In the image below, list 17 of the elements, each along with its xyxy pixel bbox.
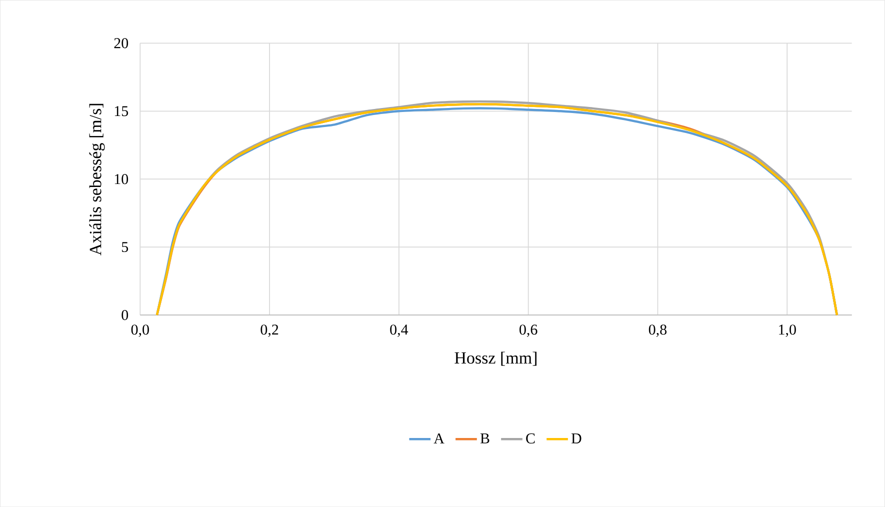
legend-label: C [526,433,535,444]
x-tick-label: 0,4 [390,324,408,337]
x-tick-label: 1,0 [779,324,796,337]
legend-label: A [434,433,444,444]
y-axis-title: Axiális sebesség [m/s] [89,104,105,256]
x-tick-label: 0,8 [648,324,667,337]
legend-label: B [480,433,490,444]
y-tick-label: 0 [122,310,128,320]
x-tick-label: 0,2 [260,324,278,337]
x-tick-label: 0,6 [520,324,538,337]
y-tick-label: 10 [114,174,128,184]
y-tick-label: 5 [122,242,128,252]
x-axis-title: Hossz [mm] [454,352,536,366]
y-tick-label: 15 [114,106,128,116]
x-tick-label: 0,0 [131,324,149,337]
y-tick-label: 20 [114,38,128,48]
legend-label: D [571,433,582,444]
